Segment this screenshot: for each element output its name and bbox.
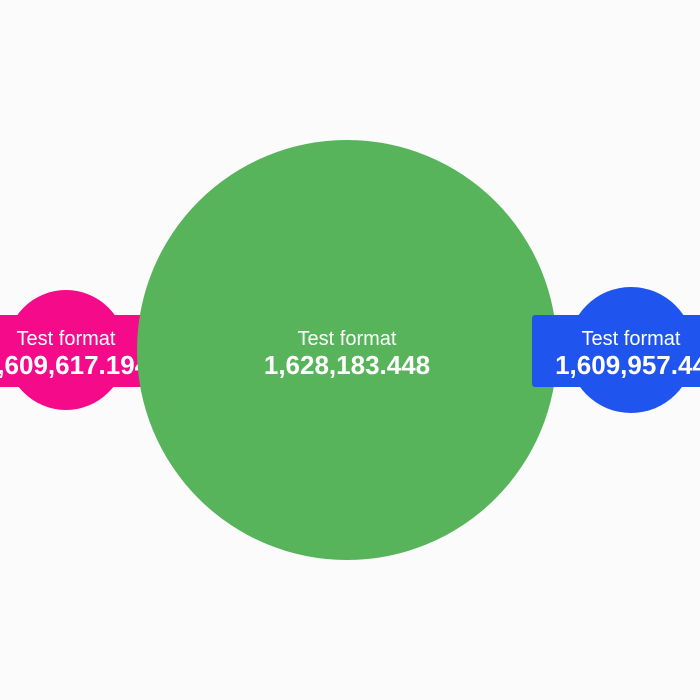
bubble-center-circle[interactable] xyxy=(137,140,557,560)
bubble-right-value: 1,609,957.44 xyxy=(555,350,700,380)
bubble-left-label-box xyxy=(0,315,165,387)
bubble-right-label: Test format xyxy=(582,328,681,350)
bubble-center[interactable]: Test format 1,628,183.448 xyxy=(137,140,557,560)
bubble-center-value: 1,628,183.448 xyxy=(264,350,430,380)
bubble-left[interactable]: Test format 1,609,617.194 xyxy=(0,290,165,410)
bubble-left-value: 1,609,617.194 xyxy=(0,350,150,380)
bubble-center-label: Test format xyxy=(298,328,397,350)
bubble-left-label: Test format xyxy=(17,328,116,350)
bubble-right-label-box xyxy=(532,315,700,387)
bubble-right[interactable]: Test format 1,609,957.44 xyxy=(532,287,700,413)
